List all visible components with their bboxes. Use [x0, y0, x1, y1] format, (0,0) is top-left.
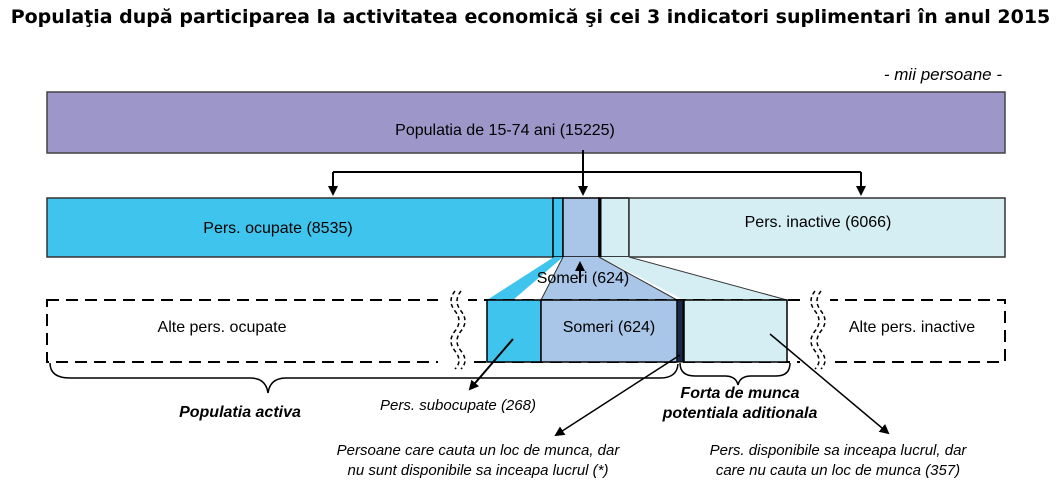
potential-labour-force-label-1: Forta de munca — [680, 385, 799, 402]
other-employed-label: Alte pers. ocupate — [158, 319, 287, 336]
population-box — [46, 91, 1006, 154]
unemployed-top-label: Someri (624) — [537, 270, 629, 287]
active-population-brace — [49, 362, 679, 394]
seeking-not-available-label-1: Persoane care cauta un loc de munca, dar — [337, 442, 621, 459]
zoom-outline — [540, 256, 788, 301]
other-inactive-label: Alte pers. inactive — [849, 319, 975, 336]
seeking-not-available-label-2: nu sunt disponibile sa inceapa lucrul (*… — [348, 462, 609, 479]
employed-slice — [552, 197, 564, 258]
break-left-mark-b — [456, 290, 466, 370]
unemployed-detail-box — [540, 299, 678, 363]
zoom-employed-triangle — [487, 257, 563, 300]
potential-labour-force-brace — [679, 362, 791, 386]
seeking-not-available-arrow — [554, 354, 681, 437]
seeking-not-available-sliver — [676, 299, 684, 363]
population-split-arrows — [328, 150, 866, 196]
break-right-mark-a — [810, 290, 820, 370]
break-left-mark-a — [450, 290, 460, 370]
employed-label: Pers. ocupate (8535) — [203, 220, 352, 237]
inactive-slice — [598, 197, 630, 258]
available-not-seeking-arrow — [769, 333, 890, 435]
employed-box — [46, 197, 554, 258]
population-label: Populatia de 15-74 ani (15225) — [395, 122, 615, 139]
unemployed-detail-label: Someri (624) — [563, 319, 655, 336]
underemployed-label: Pers. subocupate (268) — [380, 397, 536, 414]
underemployed-arrow — [468, 338, 514, 391]
zoom-inactive-triangle — [600, 257, 787, 300]
inactive-box — [628, 197, 1006, 258]
available-not-seeking-box — [683, 299, 788, 363]
active-population-label: Populatia activa — [179, 404, 301, 421]
unemployed-box — [562, 197, 600, 258]
unit-label: - mii persoane - — [884, 65, 1002, 84]
available-not-seeking-label-2: care nu cauta un loc de munca (357) — [716, 462, 960, 479]
potential-labour-force-label-2: potentiala aditionala — [662, 405, 818, 422]
available-not-seeking-label-1: Pers. disponibile sa inceapa lucrul, dar — [710, 442, 968, 459]
chart-title: Populaţia după participarea la activitat… — [10, 6, 1051, 28]
underemployed-box — [486, 299, 542, 363]
break-right-mark-b — [816, 290, 826, 370]
inactive-label: Pers. inactive (6066) — [745, 214, 892, 231]
